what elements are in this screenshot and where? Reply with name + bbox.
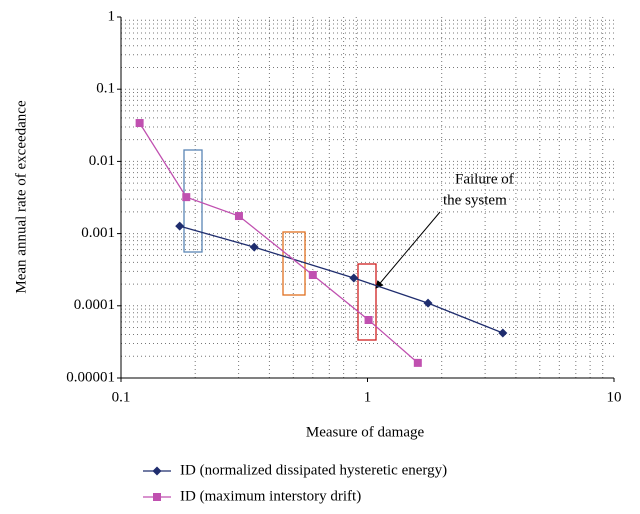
data-point [413, 358, 422, 367]
annotation: the system [443, 192, 507, 208]
plot [135, 119, 508, 367]
y-axis-label: Mean annual rate of exceedance [13, 100, 29, 294]
x-tick-label: 0.1 [112, 389, 131, 405]
data-point [175, 221, 185, 231]
y-tick-label: 0.00001 [66, 369, 115, 385]
y-tick-label: 0.01 [89, 153, 115, 169]
legend-marker [152, 466, 162, 476]
legend-marker [153, 493, 161, 501]
data-point [234, 212, 243, 221]
data-point [182, 193, 191, 202]
x-axis-label: Measure of damage [306, 424, 425, 440]
annotation-arrow [375, 211, 441, 289]
y-tick-label: 0.1 [96, 81, 115, 97]
y-tick-label: 0.001 [81, 225, 115, 241]
data-point [364, 315, 373, 324]
data-point [349, 273, 359, 283]
series-line [139, 122, 419, 364]
data-point [249, 242, 259, 252]
data-point [308, 271, 317, 280]
y-tick-label: 1 [108, 8, 116, 24]
legend-label: ID (maximum interstory drift) [180, 488, 361, 504]
data-point [498, 328, 508, 338]
data-point [135, 119, 144, 128]
highlight-box [357, 263, 377, 341]
y-tick-label: 0.0001 [74, 297, 115, 313]
annotation: Failure of [455, 171, 514, 187]
grid [121, 17, 614, 379]
x-tick-label: 1 [364, 389, 372, 405]
legend-label: ID (normalized dissipated hysteretic ene… [180, 462, 447, 478]
highlight-box [282, 231, 306, 296]
data-point [423, 298, 433, 308]
x-tick-label: 10 [607, 389, 622, 405]
